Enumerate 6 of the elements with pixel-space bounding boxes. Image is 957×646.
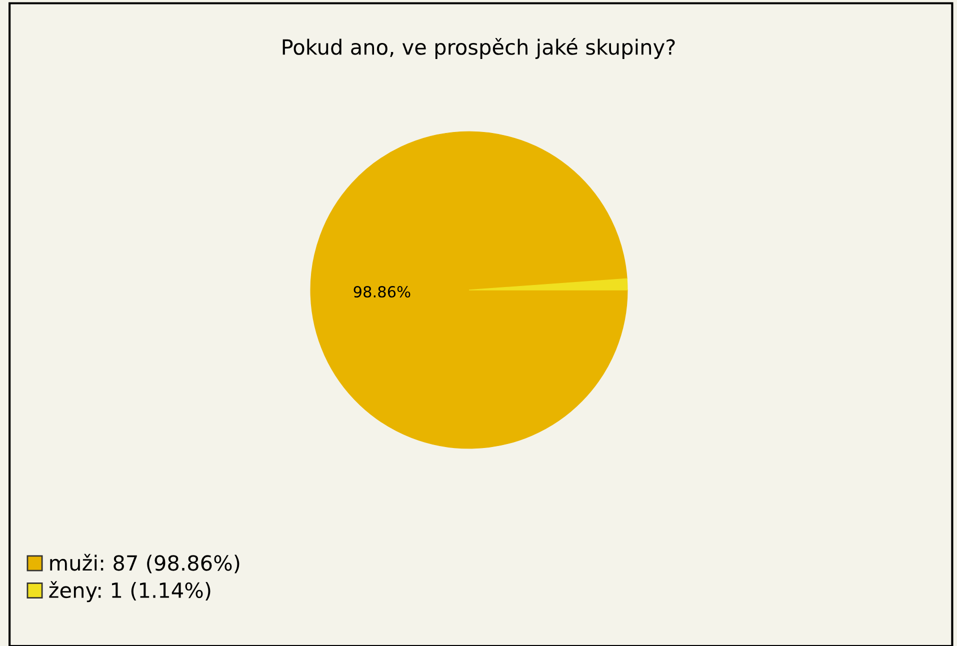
- data-label: 98.86%: [354, 286, 410, 298]
- pie-slice: [310, 131, 628, 449]
- legend-label: ženy: 1 (1.14%): [49, 581, 210, 602]
- legend-label: muži: 87 (98.86%): [50, 554, 240, 574]
- pie-slice: [468, 278, 628, 290]
- chart-title: Pokud ano, ve prospěch jaké skupiny?: [282, 38, 675, 59]
